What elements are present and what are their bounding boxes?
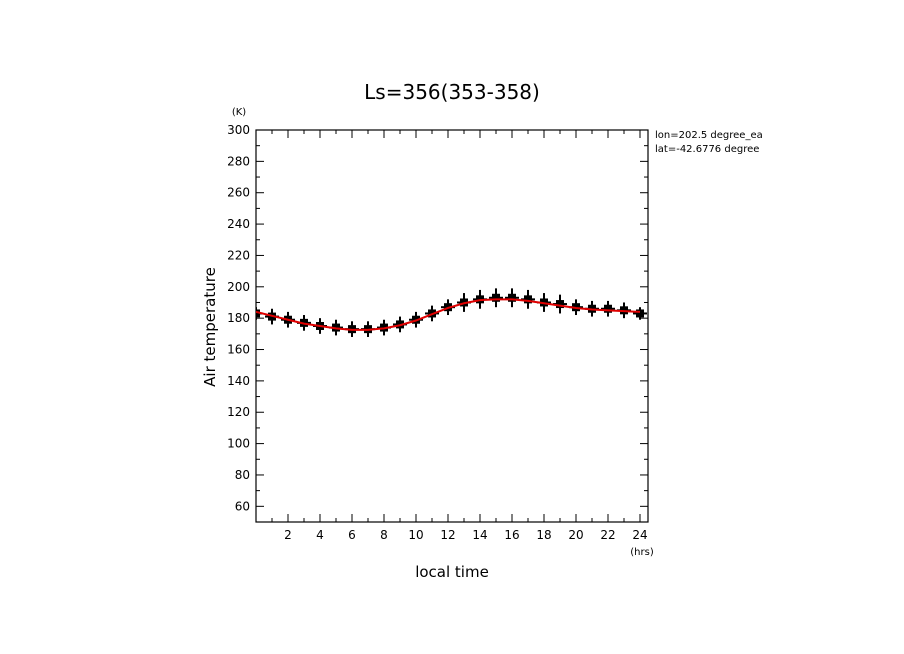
data-point [492,293,500,302]
data-point [636,309,644,318]
x-tick-label: 14 [472,528,487,542]
y-tick-label: 260 [227,186,250,200]
x-tick-label: 20 [568,528,583,542]
annotation-lat: lat=-42.6776 degree [655,144,759,155]
data-point [556,300,564,309]
chart-title: Ls=356(353-358) [364,80,540,104]
x-tick-label: 18 [536,528,551,542]
x-tick-label: 8 [380,528,388,542]
x-tick-label: 10 [408,528,423,542]
y-tick-label: 280 [227,154,250,168]
y-unit-label: (K) [232,107,246,118]
y-tick-label: 60 [235,499,250,513]
y-tick-label: 120 [227,405,250,419]
annotation-lon: lon=202.5 degree_ea [655,130,763,141]
x-tick-label: 2 [284,528,292,542]
y-tick-label: 160 [227,343,250,357]
y-axis-label: Air temperature [201,267,219,387]
plot-frame [255,129,649,523]
y-tick-label: 200 [227,280,250,294]
x-tick-label: 24 [632,528,647,542]
y-tick-label: 180 [227,311,250,325]
x-axis-label: local time [415,563,489,581]
x-tick-label: 4 [316,528,324,542]
y-tick-label: 140 [227,374,250,388]
data-point [508,293,516,302]
data-point [524,295,532,304]
data-layer [256,288,647,337]
y-tick-label: 240 [227,217,250,231]
y-tick-label: 300 [227,123,250,137]
x-tick-label: 22 [600,528,615,542]
x-unit-label: (hrs) [630,547,654,558]
data-point [604,304,612,313]
data-point [256,309,260,318]
x-tick-label: 12 [440,528,455,542]
y-tick-label: 220 [227,248,250,262]
y-tick-label: 80 [235,468,250,482]
x-tick-label: 16 [504,528,519,542]
fit-line [256,298,641,331]
y-tick-label: 100 [227,437,250,451]
x-tick-label: 6 [348,528,356,542]
